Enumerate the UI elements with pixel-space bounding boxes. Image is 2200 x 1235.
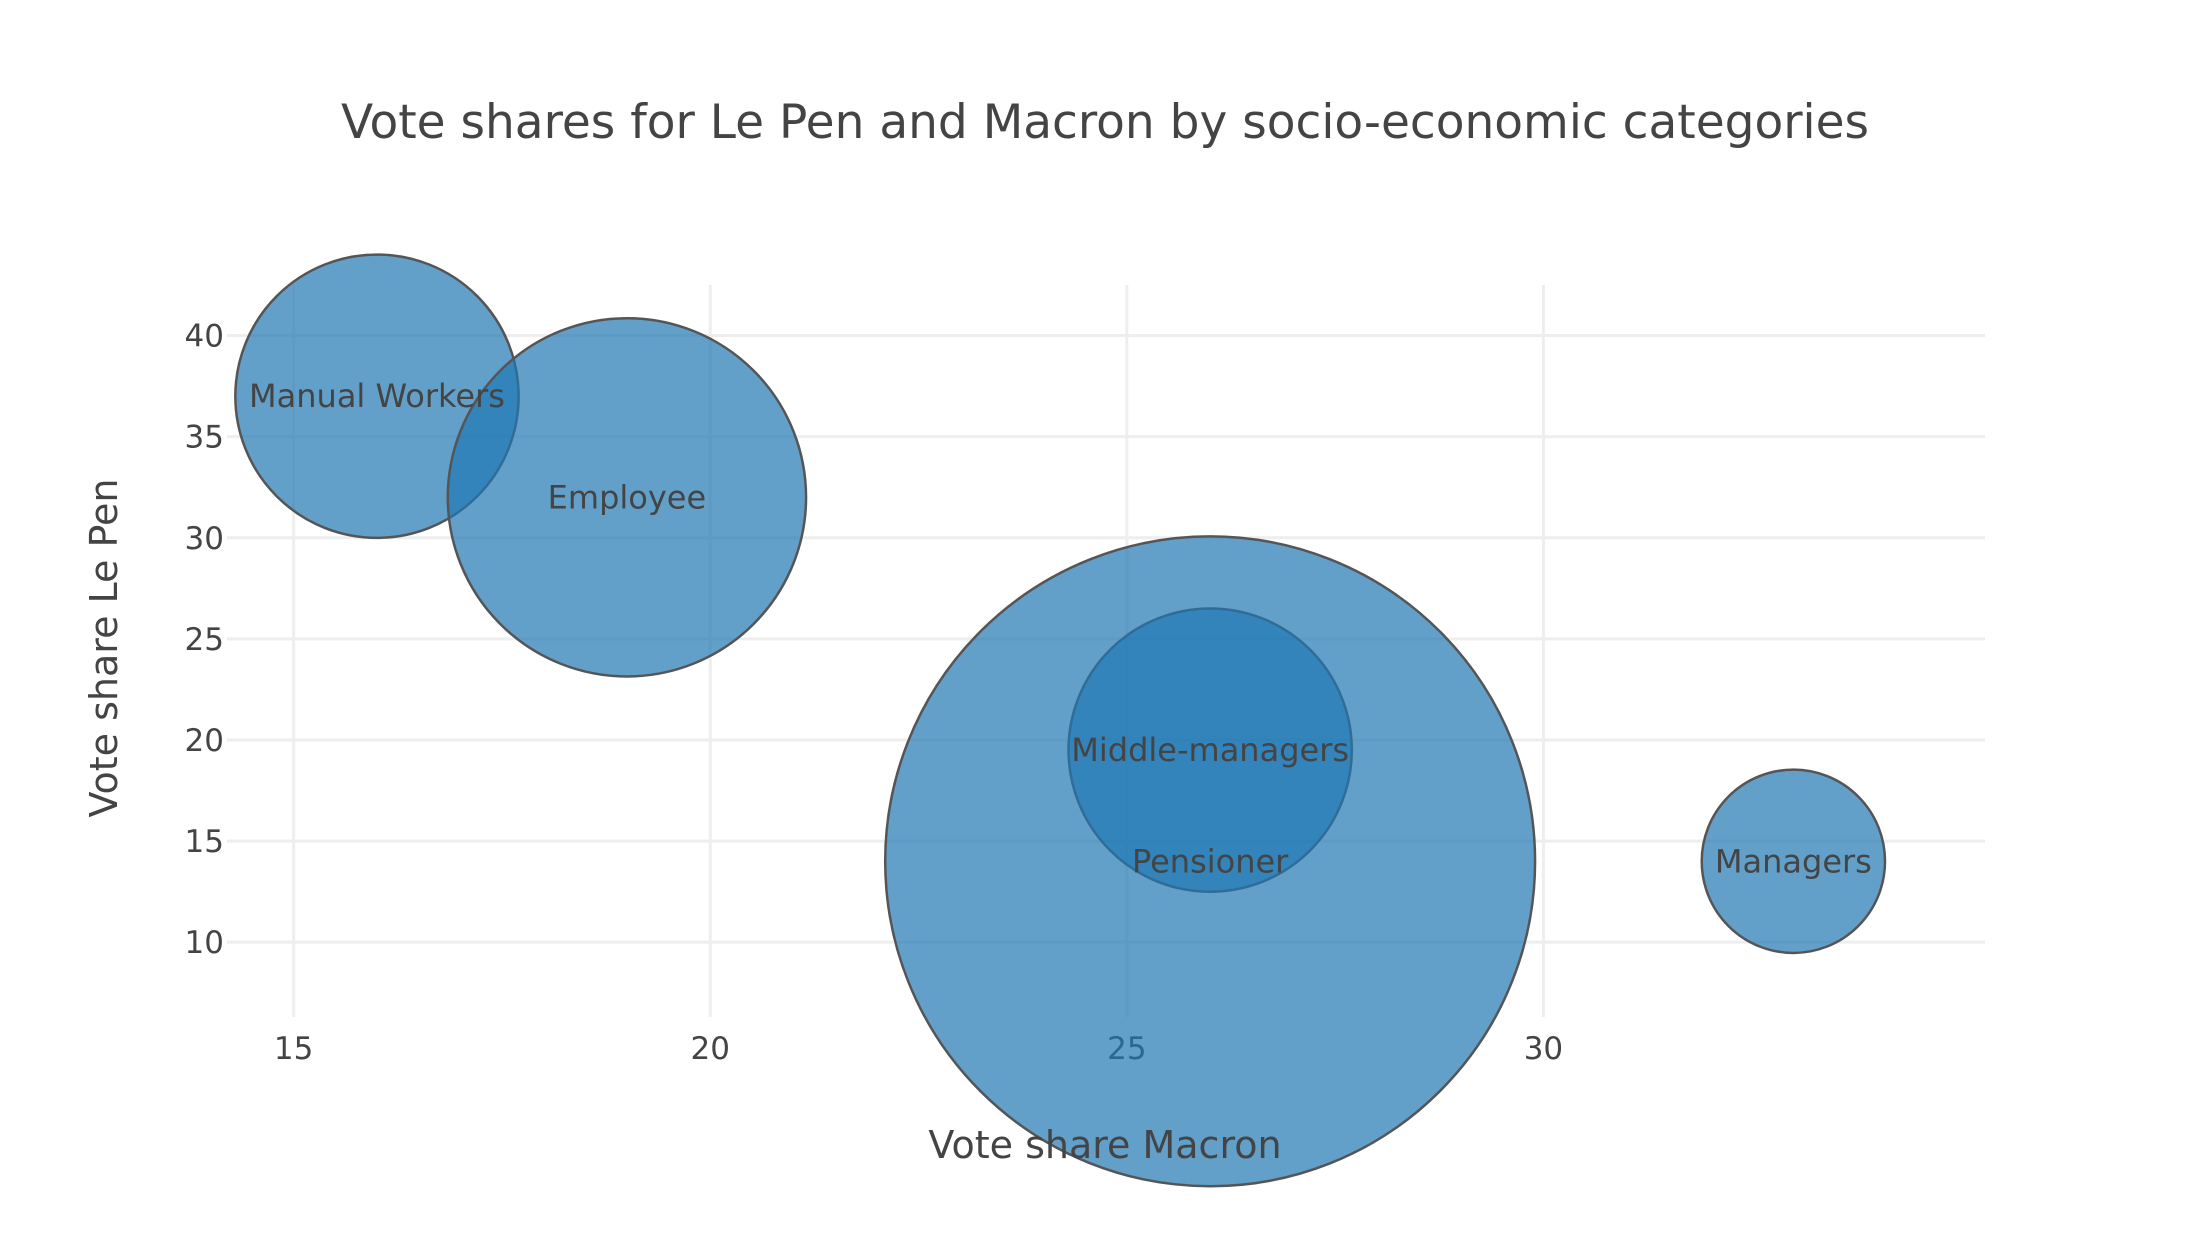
x-tick-label: 30 — [1524, 1031, 1563, 1067]
bubble-label: Manual Workers — [249, 377, 505, 415]
y-tick-label: 10 — [185, 925, 224, 961]
bubble — [1700, 768, 1887, 955]
bubble-labels: Manual Workers Employee Middle-managers Pen… — [249, 377, 1872, 880]
y-tick-label: 40 — [185, 319, 224, 355]
x-tick-label: 15 — [274, 1031, 313, 1067]
bubble — [883, 535, 1537, 1188]
y-tick-label: 20 — [185, 723, 224, 759]
bubble-label: Managers — [1715, 842, 1872, 880]
y-tick-label: 30 — [185, 521, 224, 557]
bubble — [446, 316, 808, 678]
y-tick-label: 35 — [185, 420, 224, 456]
bubble-label: Middle-managers — [1071, 731, 1349, 769]
bubble-label: Employee — [548, 478, 706, 516]
y-axis-title: Vote share Le Pen — [82, 478, 126, 817]
y-tick-label: 15 — [185, 824, 224, 860]
chart-title: Vote shares for Le Pen and Macron by soc… — [341, 95, 1869, 150]
bubble-label: Pensioner — [1132, 842, 1289, 880]
bubbles — [234, 253, 1887, 1188]
y-tick-label: 25 — [185, 622, 224, 658]
x-axis-title: Vote share Macron — [928, 1123, 1281, 1167]
x-tick-label: 20 — [691, 1031, 730, 1067]
